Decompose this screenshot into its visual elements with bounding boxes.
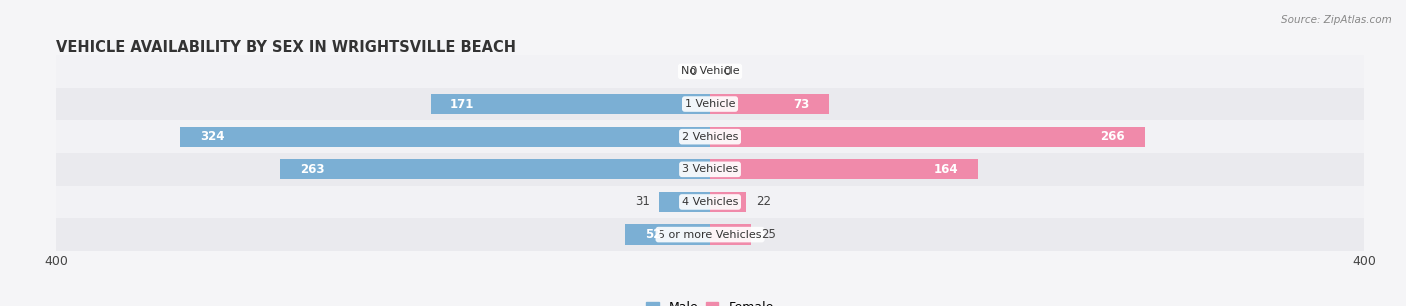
Bar	[56, 186, 1364, 218]
Bar	[56, 88, 1364, 120]
Text: 52: 52	[644, 228, 661, 241]
Bar	[710, 159, 979, 179]
Text: 171: 171	[450, 98, 474, 110]
Text: 31: 31	[634, 196, 650, 208]
Bar	[710, 94, 830, 114]
Bar	[710, 192, 747, 212]
Bar	[430, 94, 710, 114]
Bar	[659, 192, 710, 212]
Text: 164: 164	[934, 163, 959, 176]
Text: 2 Vehicles: 2 Vehicles	[682, 132, 738, 142]
Text: 5 or more Vehicles: 5 or more Vehicles	[658, 230, 762, 240]
Text: VEHICLE AVAILABILITY BY SEX IN WRIGHTSVILLE BEACH: VEHICLE AVAILABILITY BY SEX IN WRIGHTSVI…	[56, 40, 516, 55]
Text: 0: 0	[689, 65, 697, 78]
Text: Source: ZipAtlas.com: Source: ZipAtlas.com	[1281, 15, 1392, 25]
Bar	[180, 127, 710, 147]
Text: 25: 25	[761, 228, 776, 241]
Text: No Vehicle: No Vehicle	[681, 66, 740, 76]
Text: 73: 73	[793, 98, 810, 110]
Text: 1 Vehicle: 1 Vehicle	[685, 99, 735, 109]
Bar	[280, 159, 710, 179]
Bar	[56, 153, 1364, 186]
Text: 22: 22	[756, 196, 770, 208]
Bar	[56, 120, 1364, 153]
Text: 4 Vehicles: 4 Vehicles	[682, 197, 738, 207]
Text: 266: 266	[1101, 130, 1125, 143]
Text: 324: 324	[200, 130, 225, 143]
Text: 3 Vehicles: 3 Vehicles	[682, 164, 738, 174]
Bar	[56, 218, 1364, 251]
Text: 263: 263	[299, 163, 325, 176]
Bar	[710, 225, 751, 245]
Bar	[56, 55, 1364, 88]
Text: 0: 0	[723, 65, 731, 78]
Bar	[626, 225, 710, 245]
Legend: Male, Female: Male, Female	[641, 296, 779, 306]
Bar	[710, 127, 1144, 147]
